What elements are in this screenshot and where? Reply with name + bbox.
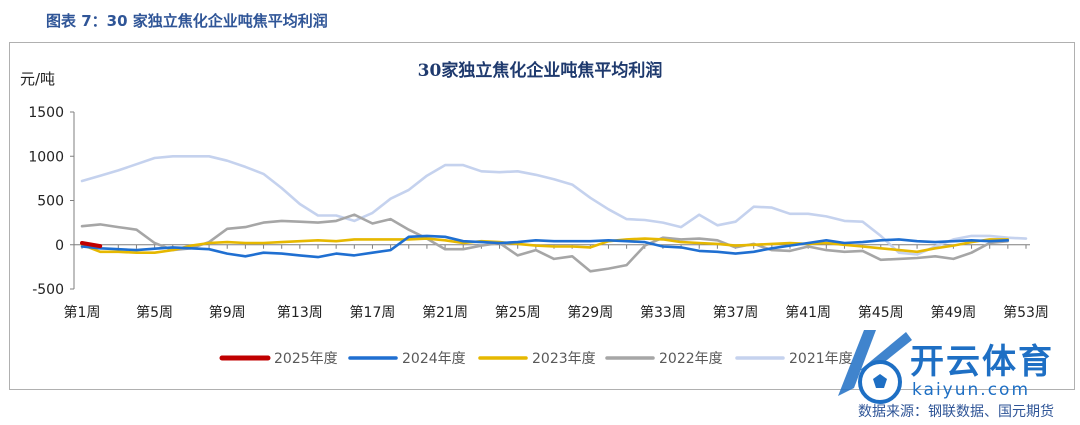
chart-frame [9, 42, 1075, 390]
x-tick-label: 第37周 [713, 304, 759, 321]
series-line-4 [80, 155, 1028, 256]
x-tick-label: 第45周 [858, 304, 904, 321]
data-source-note: 数据来源：钢联数据、国元期货 [858, 404, 1054, 420]
chart-title: 30家独立焦化企业吨焦平均利润 [418, 60, 663, 81]
y-tick-label: 500 [37, 194, 64, 210]
series-line-0 [80, 241, 103, 249]
legend-label: 2023年度 [532, 351, 596, 367]
soccer-ball-logo-icon [838, 330, 912, 404]
y-axis-unit-label: 元/吨 [20, 70, 55, 88]
y-tick-label: 1500 [28, 105, 64, 121]
watermark-url: kaiyun.com [912, 380, 1031, 400]
y-tick-label: 0 [55, 238, 64, 254]
x-tick-label: 第13周 [277, 304, 323, 321]
figure-caption: 图表 7：30 家独立焦化企业吨焦平均利润 [46, 12, 328, 30]
x-tick-label: 第29周 [567, 304, 613, 321]
x-tick-label: 第33周 [640, 304, 686, 321]
x-tick-label: 第41周 [785, 304, 831, 321]
legend-label: 2025年度 [274, 351, 338, 367]
series-layer [80, 155, 1028, 273]
x-tick-label: 第25周 [495, 304, 541, 321]
x-tick-label: 第9周 [209, 304, 246, 321]
series-line-1 [80, 234, 1010, 259]
watermark-brand: 开云体育 [910, 342, 1054, 382]
chart-legend: 2025年度 2024年度 2023年度 2022年度 2021年度 [219, 351, 853, 367]
watermark-logo: 开云体育 kaiyun.com [820, 326, 1060, 416]
series-line-3 [80, 213, 1010, 273]
x-tick-label: 第49周 [930, 304, 976, 321]
legend-label: 2022年度 [659, 351, 723, 367]
legend-label: 2021年度 [789, 351, 853, 367]
x-tick-label: 第53周 [1003, 304, 1049, 321]
x-tick-label: 第5周 [136, 304, 173, 321]
x-tick-label: 第17周 [350, 304, 396, 321]
x-tick-label: 第21周 [422, 304, 468, 321]
y-tick-label: 1000 [28, 149, 64, 165]
x-tick-label: 第1周 [64, 304, 101, 321]
series-line-2 [80, 237, 1010, 254]
legend-label: 2024年度 [402, 351, 466, 367]
y-tick-label: -500 [32, 282, 64, 298]
